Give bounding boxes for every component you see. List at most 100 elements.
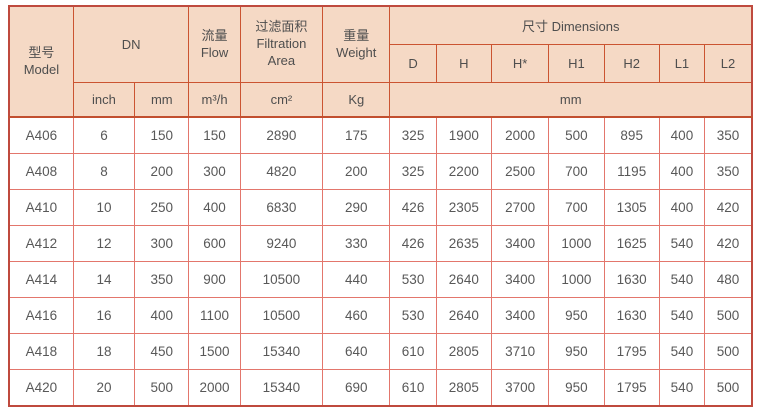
- value-cell: 250: [134, 189, 190, 226]
- filtration-area-header: 过滤面积 Filtration Area: [239, 5, 324, 83]
- value-cell: 895: [603, 116, 660, 154]
- value-cell: 2640: [435, 297, 492, 334]
- value-cell: 400: [658, 116, 706, 154]
- dim-col-header-l2: L2: [704, 44, 753, 83]
- header-row-1: 型号 Model DN 流量 Flow 过滤面积 Filtration Area…: [8, 5, 753, 118]
- value-cell: 10: [72, 189, 136, 226]
- dn-header: DN: [72, 5, 190, 83]
- value-cell: 2640: [435, 261, 492, 298]
- value-cell: 500: [704, 297, 753, 334]
- unit-flow: m³/h: [188, 82, 241, 118]
- value-cell: 9240: [239, 225, 324, 262]
- value-cell: 3400: [490, 261, 550, 298]
- value-cell: 950: [548, 297, 605, 334]
- value-cell: 690: [322, 369, 391, 407]
- value-cell: 6: [72, 116, 136, 154]
- value-cell: 610: [389, 369, 437, 407]
- unit-area: cm²: [239, 82, 324, 118]
- value-cell: 640: [322, 333, 391, 370]
- value-cell: 3710: [490, 333, 550, 370]
- value-cell: 15340: [239, 369, 324, 407]
- dim-col-header-h2: H2: [603, 44, 660, 83]
- value-cell: 2805: [435, 333, 492, 370]
- value-cell: 950: [548, 369, 605, 407]
- value-cell: 200: [134, 153, 190, 190]
- value-cell: 1195: [603, 153, 660, 190]
- spec-table: 型号 Model DN 流量 Flow 过滤面积 Filtration Area…: [8, 5, 753, 407]
- value-cell: 1795: [603, 369, 660, 407]
- value-cell: 400: [134, 297, 190, 334]
- value-cell: 540: [658, 333, 706, 370]
- model-cell: A416: [8, 297, 74, 334]
- value-cell: 420: [704, 189, 753, 226]
- table-row: A418 18 450 1500 15340 640 610 2805 3710…: [8, 333, 753, 370]
- value-cell: 2500: [490, 153, 550, 190]
- table-row: A406 6 150 150 2890 175 325 1900 2000 50…: [8, 116, 753, 154]
- value-cell: 530: [389, 261, 437, 298]
- unit-mm: mm: [134, 82, 190, 118]
- value-cell: 500: [704, 333, 753, 370]
- value-cell: 500: [134, 369, 190, 407]
- value-cell: 1630: [603, 261, 660, 298]
- weight-header: 重量 Weight: [322, 5, 391, 83]
- value-cell: 1500: [188, 333, 241, 370]
- value-cell: 330: [322, 225, 391, 262]
- value-cell: 1100: [188, 297, 241, 334]
- value-cell: 200: [322, 153, 391, 190]
- value-cell: 15340: [239, 333, 324, 370]
- model-cell: A412: [8, 225, 74, 262]
- value-cell: 440: [322, 261, 391, 298]
- model-header: 型号 Model: [8, 5, 74, 118]
- value-cell: 14: [72, 261, 136, 298]
- value-cell: 530: [389, 297, 437, 334]
- unit-inch: inch: [72, 82, 136, 118]
- value-cell: 1625: [603, 225, 660, 262]
- value-cell: 4820: [239, 153, 324, 190]
- value-cell: 400: [658, 189, 706, 226]
- dim-col-header-d: D: [389, 44, 437, 83]
- value-cell: 300: [134, 225, 190, 262]
- dim-col-header-h1: H1: [548, 44, 605, 83]
- value-cell: 500: [704, 369, 753, 407]
- dim-col-header-l1: L1: [658, 44, 706, 83]
- value-cell: 540: [658, 225, 706, 262]
- value-cell: 2635: [435, 225, 492, 262]
- model-cell: A408: [8, 153, 74, 190]
- value-cell: 2000: [490, 116, 550, 154]
- value-cell: 950: [548, 333, 605, 370]
- value-cell: 600: [188, 225, 241, 262]
- table-row: A412 12 300 600 9240 330 426 2635 3400 1…: [8, 225, 753, 262]
- value-cell: 460: [322, 297, 391, 334]
- value-cell: 1305: [603, 189, 660, 226]
- value-cell: 300: [188, 153, 241, 190]
- value-cell: 3700: [490, 369, 550, 407]
- header-row-2: D H H* H1 H2 L1 L2: [9, 44, 753, 83]
- dimensions-header: 尺寸 Dimensions: [389, 5, 753, 45]
- value-cell: 20: [72, 369, 136, 407]
- value-cell: 8: [72, 153, 136, 190]
- value-cell: 6830: [239, 189, 324, 226]
- unit-weight: Kg: [322, 82, 391, 118]
- flow-header: 流量 Flow: [188, 5, 241, 83]
- value-cell: 16: [72, 297, 136, 334]
- model-cell: A418: [8, 333, 74, 370]
- model-cell: A410: [8, 189, 74, 226]
- value-cell: 350: [134, 261, 190, 298]
- value-cell: 480: [704, 261, 753, 298]
- value-cell: 12: [72, 225, 136, 262]
- unit-dimensions: mm: [389, 82, 753, 118]
- value-cell: 450: [134, 333, 190, 370]
- value-cell: 1900: [435, 116, 492, 154]
- value-cell: 540: [658, 261, 706, 298]
- model-cell: A406: [8, 116, 74, 154]
- table-row: A414 14 350 900 10500 440 530 2640 3400 …: [8, 261, 753, 298]
- value-cell: 350: [704, 153, 753, 190]
- value-cell: 2200: [435, 153, 492, 190]
- value-cell: 325: [389, 153, 437, 190]
- model-cell: A420: [8, 369, 74, 407]
- value-cell: 420: [704, 225, 753, 262]
- value-cell: 700: [548, 153, 605, 190]
- value-cell: 900: [188, 261, 241, 298]
- table-row: A410 10 250 400 6830 290 426 2305 2700 7…: [8, 189, 753, 226]
- value-cell: 10500: [239, 261, 324, 298]
